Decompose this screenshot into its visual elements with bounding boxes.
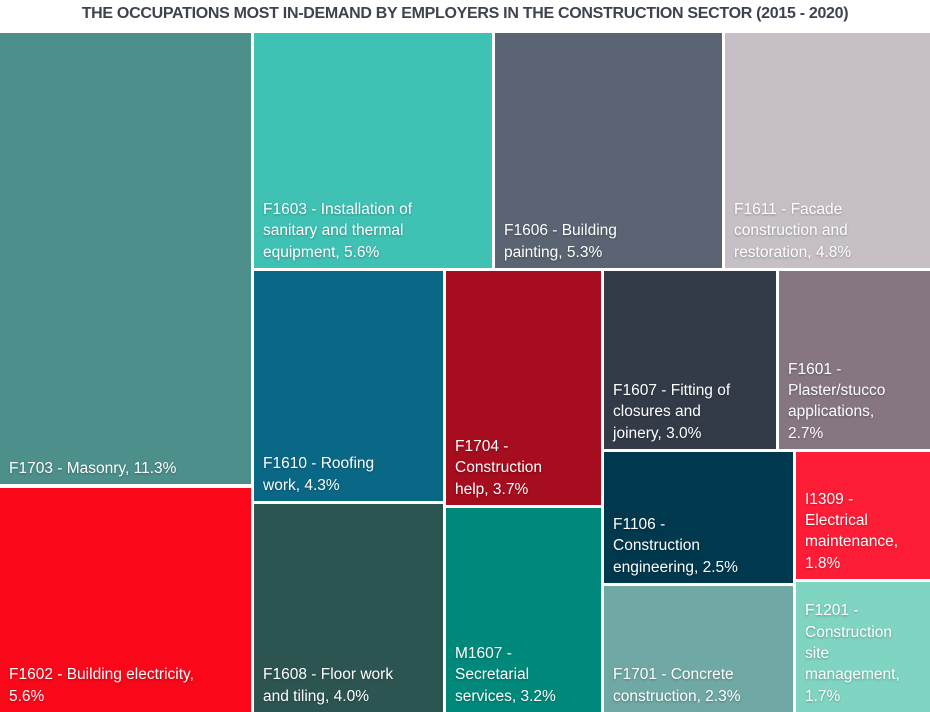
tile-label-f1704: F1704 - Construction help, 3.7% xyxy=(455,437,543,498)
treemap-tile-f1601[interactable]: F1601 - Plaster/stucco applications, 2.7… xyxy=(779,271,930,449)
treemap-tile-f1611[interactable]: F1611 - Facade construction and restorat… xyxy=(725,33,930,268)
treemap-tile-i1309[interactable]: I1309 - Electrical maintenance, 1.8% xyxy=(796,452,930,579)
tile-label-f1611: F1611 - Facade construction and restorat… xyxy=(734,200,852,261)
tile-label-f1610: F1610 - Roofing work, 4.3% xyxy=(263,455,375,494)
tile-label-f1106: F1106 - Construction engineering, 2.5% xyxy=(613,515,738,576)
treemap-tile-f1607[interactable]: F1607 - Fitting of closures and joinery,… xyxy=(604,271,776,449)
treemap-tile-f1201[interactable]: F1201 - Construction site management, 1.… xyxy=(796,582,930,712)
treemap-tile-f1610[interactable]: F1610 - Roofing work, 4.3% xyxy=(254,271,443,501)
tile-label-f1603: F1603 - Installation of sanitary and the… xyxy=(263,200,413,261)
tile-label-f1608: F1608 - Floor work and tiling, 4.0% xyxy=(263,666,394,705)
tile-label-f1606: F1606 - Building painting, 5.3% xyxy=(504,222,617,261)
chart-title: THE OCCUPATIONS MOST IN-DEMAND BY EMPLOY… xyxy=(81,5,849,22)
tile-label-f1701: F1701 - Concrete construction, 2.3% xyxy=(613,666,741,705)
tile-label-f1601: F1601 - Plaster/stucco applications, 2.7… xyxy=(788,360,886,442)
tile-label-f1201: F1201 - Construction site management, 1.… xyxy=(805,602,900,705)
treemap-tile-f1701[interactable]: F1701 - Concrete construction, 2.3% xyxy=(604,586,793,712)
tile-label-m1607: M1607 - Secretarial services, 3.2% xyxy=(455,644,556,705)
treemap-tile-f1703[interactable]: F1703 - Masonry, 11.3% xyxy=(0,33,251,484)
treemap-tile-f1608[interactable]: F1608 - Floor work and tiling, 4.0% xyxy=(254,504,443,712)
tile-label-f1607: F1607 - Fitting of closures and joinery,… xyxy=(613,381,731,442)
treemap-tile-m1607[interactable]: M1607 - Secretarial services, 3.2% xyxy=(446,508,601,712)
treemap-tile-f1704[interactable]: F1704 - Construction help, 3.7% xyxy=(446,271,601,505)
treemap-tile-f1603[interactable]: F1603 - Installation of sanitary and the… xyxy=(254,33,492,268)
tile-label-i1309: I1309 - Electrical maintenance, 1.8% xyxy=(805,490,899,572)
tile-label-f1602: F1602 - Building electricity, 5.6% xyxy=(9,666,194,705)
treemap-tile-f1606[interactable]: F1606 - Building painting, 5.3% xyxy=(495,33,722,268)
tile-label-f1703: F1703 - Masonry, 11.3% xyxy=(9,459,177,477)
treemap-tile-f1106[interactable]: F1106 - Construction engineering, 2.5% xyxy=(604,452,793,583)
treemap-tile-f1602[interactable]: F1602 - Building electricity, 5.6% xyxy=(0,488,251,712)
